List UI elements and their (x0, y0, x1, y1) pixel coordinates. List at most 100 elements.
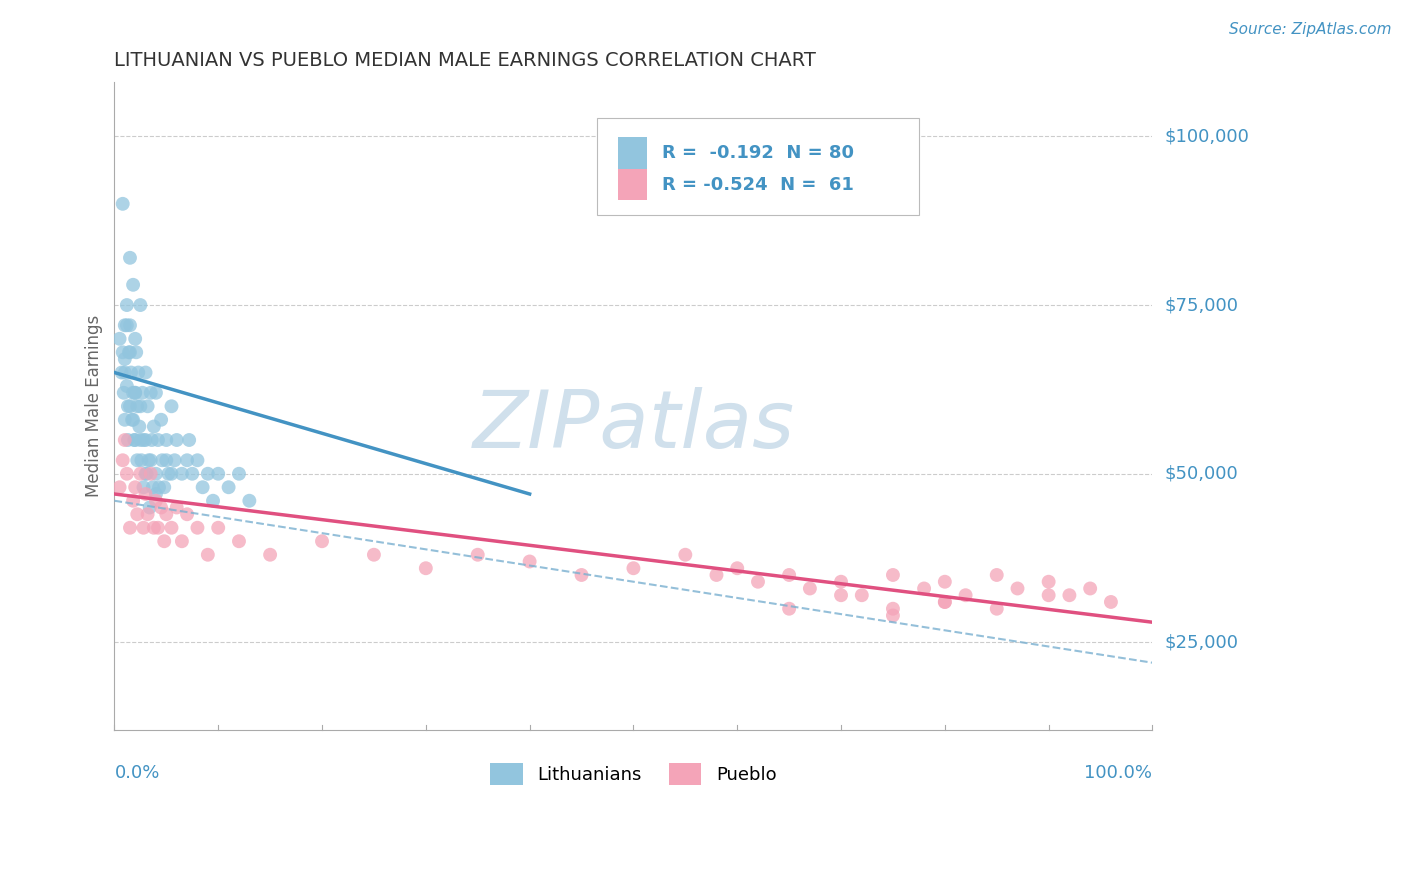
Point (142, 480, 165, 494)
Point (725, 561, 748, 575)
Point (150, 453, 173, 467)
Legend: Lithuanians, Pueblo: Lithuanians, Pueblo (484, 756, 783, 792)
Point (141, 433, 163, 447)
Point (135, 433, 157, 447)
Point (124, 332, 146, 346)
Point (135, 366, 157, 380)
Point (114, 413, 136, 427)
Point (111, 453, 134, 467)
Point (135, 487, 157, 501)
Point (146, 433, 169, 447)
Point (1038, 574, 1060, 589)
Point (415, 561, 437, 575)
Point (197, 467, 219, 481)
Point (830, 588, 852, 602)
Point (799, 582, 821, 596)
Y-axis label: Median Male Earnings: Median Male Earnings (86, 315, 103, 498)
Point (153, 480, 176, 494)
Point (747, 574, 769, 589)
Point (830, 574, 852, 589)
Point (1038, 588, 1060, 602)
Point (934, 574, 956, 589)
Point (118, 251, 141, 265)
Point (1007, 582, 1029, 596)
Point (114, 352, 136, 367)
Text: 0.0%: 0.0% (114, 764, 160, 782)
Point (179, 433, 201, 447)
Point (127, 399, 149, 413)
Point (122, 433, 145, 447)
Point (1059, 588, 1081, 602)
Point (934, 595, 956, 609)
Point (228, 534, 250, 549)
Point (207, 521, 229, 535)
Point (259, 548, 281, 562)
Point (115, 298, 138, 312)
Point (181, 467, 204, 481)
FancyBboxPatch shape (598, 118, 920, 215)
Point (155, 453, 177, 467)
Point (160, 399, 183, 413)
Point (129, 467, 152, 481)
Text: LITHUANIAN VS PUEBLO MEDIAN MALE EARNINGS CORRELATION CHART: LITHUANIAN VS PUEBLO MEDIAN MALE EARNING… (114, 51, 817, 70)
Point (135, 467, 157, 481)
Point (363, 548, 385, 562)
Point (132, 480, 155, 494)
Point (114, 433, 136, 447)
Point (142, 419, 165, 434)
Point (122, 385, 145, 400)
Point (139, 385, 162, 400)
Point (124, 385, 146, 400)
Point (127, 366, 149, 380)
Text: R =  -0.192  N = 80: R = -0.192 N = 80 (662, 144, 855, 162)
Point (778, 568, 800, 582)
Point (108, 480, 131, 494)
Point (115, 379, 138, 393)
Point (706, 568, 728, 582)
Point (145, 493, 167, 508)
Point (131, 453, 153, 467)
Point (934, 595, 956, 609)
Point (146, 521, 169, 535)
Point (218, 480, 240, 494)
Point (118, 399, 141, 413)
Point (228, 467, 250, 481)
Point (311, 534, 333, 549)
Point (122, 413, 145, 427)
Point (129, 433, 152, 447)
Point (118, 345, 141, 359)
Point (186, 453, 208, 467)
Point (176, 508, 198, 522)
Point (519, 554, 541, 568)
Point (112, 385, 135, 400)
Point (121, 413, 143, 427)
Point (912, 582, 935, 596)
Point (127, 453, 149, 467)
Point (623, 561, 645, 575)
Point (136, 399, 159, 413)
Point (153, 534, 176, 549)
Point (115, 467, 138, 481)
Point (124, 433, 146, 447)
FancyBboxPatch shape (617, 137, 647, 169)
FancyBboxPatch shape (617, 169, 647, 201)
Point (117, 399, 139, 413)
Point (129, 399, 152, 413)
Point (882, 601, 904, 615)
Point (155, 433, 177, 447)
Point (238, 493, 260, 508)
Point (882, 608, 904, 623)
Point (135, 467, 157, 481)
Point (150, 500, 173, 515)
Point (122, 277, 145, 292)
Point (145, 385, 167, 400)
Point (673, 548, 696, 562)
Point (176, 453, 198, 467)
Point (138, 453, 160, 467)
Text: $50,000: $50,000 (1166, 465, 1239, 483)
Point (117, 433, 139, 447)
Point (191, 480, 214, 494)
Point (120, 366, 142, 380)
Point (148, 480, 170, 494)
Point (136, 508, 159, 522)
